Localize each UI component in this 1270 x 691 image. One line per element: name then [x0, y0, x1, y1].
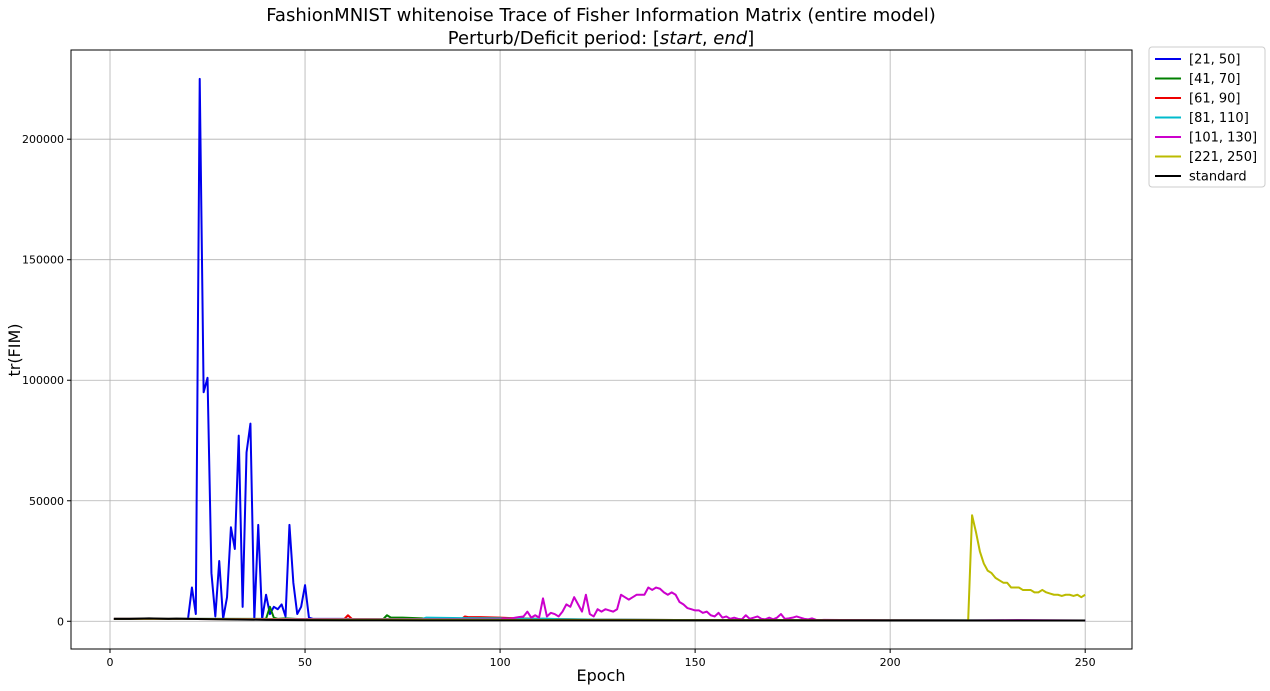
x-tick-label: 150 — [685, 656, 706, 669]
legend-box — [1148, 46, 1266, 188]
legend-label-5: [221, 250] — [1189, 150, 1257, 165]
legend: [21, 50] [41, 70] [61, 90] [81, 110] [101, 1… — [1148, 46, 1266, 188]
series-line-4 — [113, 586, 1086, 622]
chart-title-line2-prefix: Perturb/Deficit period: [ — [448, 28, 660, 49]
x-tick-label: 250 — [1075, 656, 1096, 669]
grid — [71, 50, 1132, 649]
legend-label-6: standard — [1189, 170, 1247, 185]
x-tick-label: 50 — [298, 656, 312, 669]
series-layer — [113, 77, 1086, 622]
chart-title-line1: FashionMNIST whitenoise Trace of Fisher … — [266, 5, 936, 26]
x-axis-label: Epoch — [577, 666, 626, 685]
y-tick-label: 0 — [57, 615, 64, 628]
legend-label-3: [81, 110] — [1189, 111, 1249, 126]
y-tick-label: 150000 — [22, 254, 64, 267]
x-tick-label: 0 — [107, 656, 114, 669]
y-tick-label: 100000 — [22, 374, 64, 387]
x-tick-label: 200 — [880, 656, 901, 669]
chart-title-line2: Perturb/Deficit period: [start, end] — [448, 28, 755, 49]
plot-frame — [70, 49, 1133, 650]
legend-label-1: [41, 70] — [1189, 72, 1241, 87]
series-line-6 — [113, 617, 1086, 622]
y-tick-label: 50000 — [29, 495, 64, 508]
y-axis-label: tr(FIM) — [5, 323, 24, 376]
chart-title-line2-end: end — [713, 28, 747, 49]
y-tick-label: 200000 — [22, 133, 64, 146]
legend-label-2: [61, 90] — [1189, 92, 1241, 107]
chart-title-line2-suffix: ] — [747, 28, 754, 49]
y-ticks: 0 50000 100000 150000 200000 — [22, 133, 71, 628]
legend-label-4: [101, 130] — [1189, 131, 1257, 146]
chart-title-line2-start: start — [660, 28, 703, 49]
x-tick-label: 100 — [490, 656, 511, 669]
chart-title-line2-sep: , — [702, 28, 713, 49]
x-ticks: 0 50 100 150 200 250 — [107, 649, 1096, 669]
legend-label-0: [21, 50] — [1189, 53, 1241, 68]
